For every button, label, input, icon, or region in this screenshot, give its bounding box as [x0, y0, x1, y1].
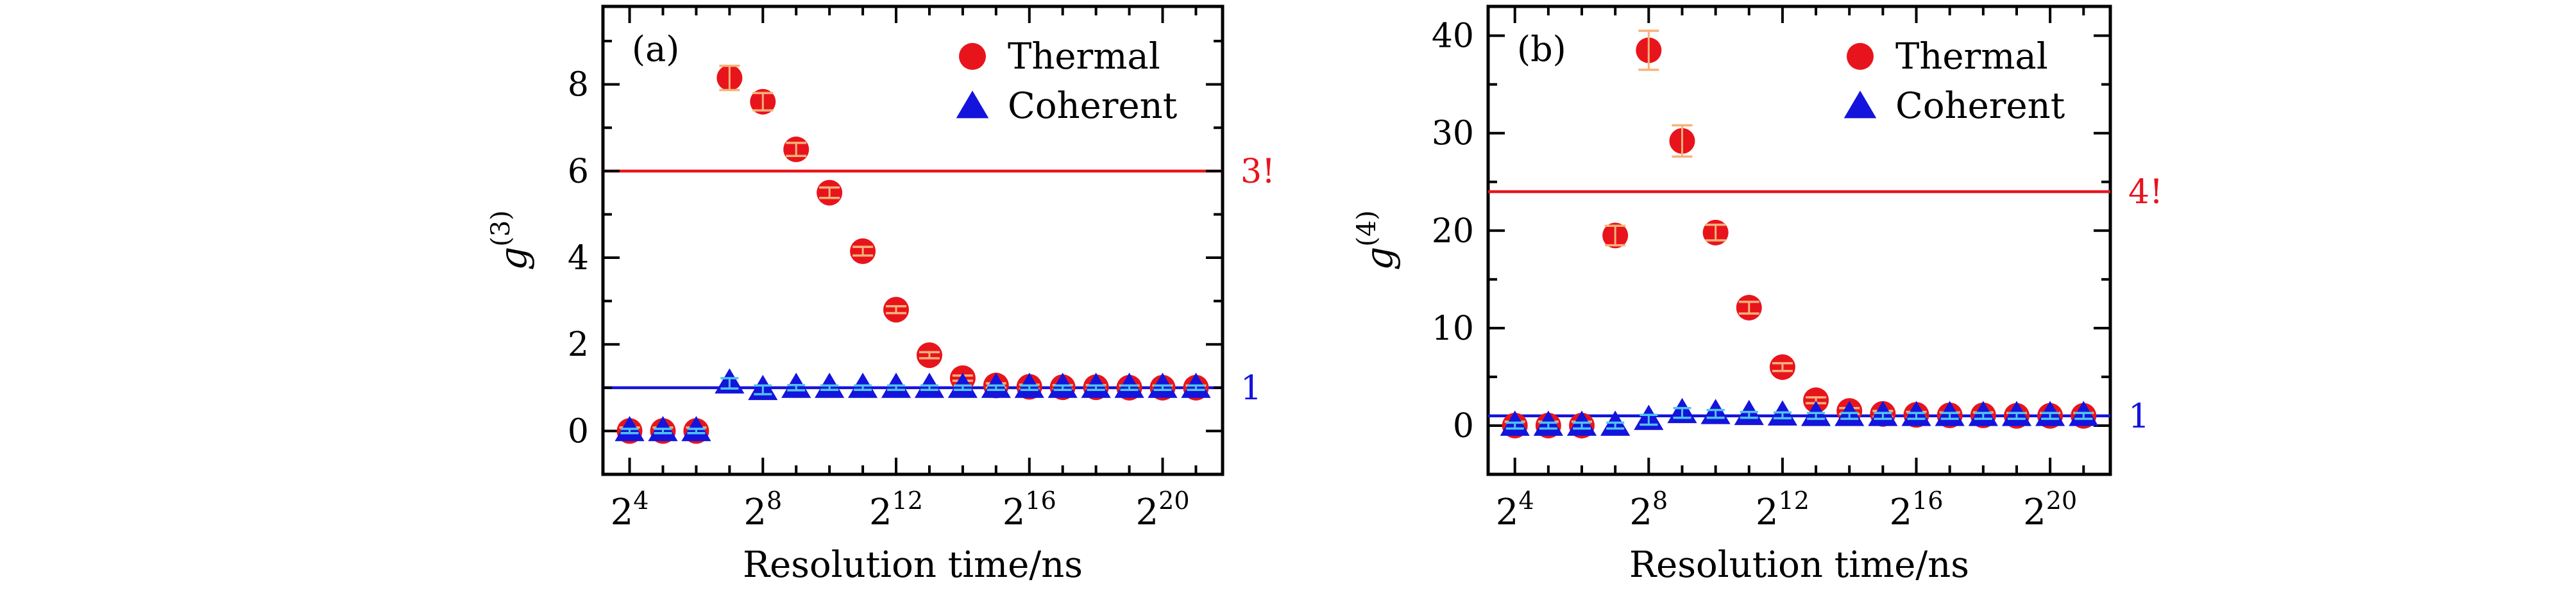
x-tick-label: 28 [1629, 487, 1668, 533]
y-axis-label: g(3) [486, 210, 535, 271]
y-tick-label: 6 [568, 153, 589, 191]
panel-b: 4! 1 24 28 212 216 220 0 10 20 30 40 Resolution time… [1352, 4, 2163, 586]
reference-label-1: 1 [1241, 369, 1262, 408]
x-tick-label: 24 [1496, 487, 1534, 533]
legend-marker-thermal [1847, 43, 1874, 70]
x-axis-label: Resolution time/ns [743, 544, 1083, 586]
x-tick-label: 28 [743, 487, 782, 533]
y-tick-label: 20 [1432, 212, 1474, 251]
x-tick-label: 24 [611, 487, 649, 533]
y-tick-label: 0 [568, 412, 589, 451]
legend-label-coherent: Coherent [1895, 85, 2065, 127]
x-tick-label: 216 [1890, 487, 1944, 533]
y-tick-label: 10 [1432, 310, 1474, 348]
reference-label-0: 3! [1241, 153, 1275, 191]
series-coherent [1500, 397, 2099, 436]
legend-label-thermal: Thermal [1895, 36, 2048, 78]
y-tick-label: 8 [568, 66, 589, 104]
y-tick-label: 0 [1453, 407, 1474, 445]
legend-marker-coherent [1843, 90, 1877, 119]
y-tick-label: 4 [568, 239, 589, 278]
x-tick-label: 212 [1756, 487, 1809, 533]
legend-label-thermal: Thermal [1008, 36, 1160, 78]
legend: Thermal Coherent [1843, 36, 2065, 127]
y-axis-label: g(4) [1352, 210, 1401, 271]
legend-label-coherent: Coherent [1008, 85, 1178, 127]
x-tick-label: 220 [1136, 487, 1190, 533]
reference-label-1: 1 [2128, 397, 2149, 436]
plot-frame [601, 4, 1224, 476]
x-tick-label: 220 [2023, 487, 2077, 533]
legend-marker-thermal [959, 43, 986, 70]
panel-label: (b) [1517, 29, 1566, 69]
reference-label-0: 4! [2128, 173, 2163, 212]
plot-frame [1486, 4, 2112, 476]
y-tick-label: 2 [568, 326, 589, 364]
legend: Thermal Coherent [956, 36, 1178, 127]
legend-marker-coherent [956, 90, 989, 119]
y-tick-label: 30 [1432, 115, 1474, 153]
y-tick-label: 40 [1432, 17, 1474, 56]
x-axis-label: Resolution time/ns [1629, 544, 1969, 586]
x-tick-label: 216 [1003, 487, 1056, 533]
panel-label: (a) [632, 29, 679, 69]
series-coherent [614, 368, 1211, 442]
x-tick-label: 212 [869, 487, 923, 533]
